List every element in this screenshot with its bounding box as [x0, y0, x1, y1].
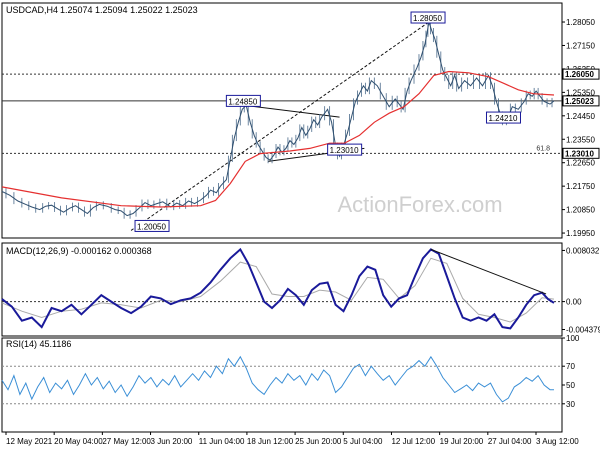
price-annotation-box	[134, 219, 170, 232]
price-y-tick-label: 1.28050	[566, 18, 595, 27]
macd-plot-frame	[1, 242, 563, 337]
rsi-y-tick-label: 50	[566, 381, 575, 390]
price-y-tick-label: 1.20850	[566, 206, 595, 215]
price-axis-tag	[562, 95, 600, 107]
time-axis-tick-label: 3 Jun 20:00	[151, 437, 193, 446]
rsi-panel-title: RSI(14) 45.1186	[6, 339, 71, 349]
time-axis-tick-label: 27 May 12:00	[102, 437, 151, 446]
macd-panel-title: MACD(12,26,9) -0.000162 0.000368	[6, 246, 152, 256]
price-annotation: 1.20050	[137, 222, 166, 231]
price-panel-title: USDCAD,H4	[6, 5, 58, 15]
macd-y-tick-label: 0.00	[566, 298, 582, 307]
macd-y-tick-label: -0.004379	[566, 325, 600, 334]
time-axis-tick-label: 18 Jun 12:00	[247, 437, 294, 446]
trendline	[245, 104, 340, 118]
rsi-y-tick-label: 100	[566, 334, 580, 343]
price-plot-frame	[1, 2, 563, 239]
ohlc-readout: 1.25074 1.25094 1.25022 1.25023	[60, 5, 198, 15]
rsi-line	[1, 355, 554, 403]
time-axis-tick-label: 20 May 04:00	[54, 437, 103, 446]
price-y-tick-label: 1.19950	[566, 229, 595, 238]
price-axis-tag-label: 1.25023	[565, 97, 594, 106]
price-annotation-box	[485, 111, 521, 124]
time-axis-tick-label: 25 Jun 20:00	[295, 437, 342, 446]
price-y-tick-label: 1.21750	[566, 182, 595, 191]
time-axis-tick-label: 27 Jul 04:00	[488, 437, 532, 446]
trendline	[130, 21, 430, 231]
time-axis-tick-label: 11 Jun 04:00	[199, 437, 245, 446]
rsi-y-tick-label: 70	[566, 362, 575, 371]
price-annotation: 1.28050	[413, 14, 442, 23]
moving-average-line	[1, 70, 555, 208]
macd-line	[1, 247, 555, 330]
price-panel: ActionForex.com1.280501.271501.262501.25…	[1, 2, 600, 239]
price-y-tick-label: 1.25350	[566, 88, 595, 97]
macd-trendline	[430, 248, 547, 295]
time-axis-tick-label: 3 Aug 12:00	[536, 437, 579, 446]
price-y-tick-label: 1.22650	[566, 159, 595, 168]
price-axis-tag	[562, 68, 600, 80]
macd-panel: 0.008032 0.00 -0.004379	[1, 242, 600, 337]
price-annotation: 1.23010	[330, 146, 359, 155]
price-y-tick-label: 1.24450	[566, 112, 595, 121]
watermark: ActionForex.com	[337, 192, 502, 217]
macd-signal-line	[1, 257, 555, 323]
time-axis-tick-label: 5 Jul 04:00	[343, 437, 383, 446]
price-annotation-box	[410, 11, 446, 24]
time-axis-tick-label: 12 May 2021	[6, 437, 53, 446]
rsi-plot-frame	[1, 337, 563, 433]
macd-y-tick-label: 0.008032	[566, 246, 600, 255]
price-annotation: 1.24850	[228, 97, 257, 106]
time-axis: 12 May 2021 20 May 04:00 27 May 12:00 3 Jun…	[5, 432, 579, 446]
time-axis-tick-label: 19 Jul 20:00	[440, 437, 484, 446]
price-annotation-box	[225, 94, 261, 107]
price-axis-tag-label: 1.26050	[565, 70, 594, 79]
price-close-line	[1, 21, 555, 217]
fib-level-label: 61.8	[536, 145, 550, 152]
price-annotation: 1.24210	[488, 114, 517, 123]
rsi-panel: 100 70 50 30	[1, 334, 580, 433]
rsi-y-tick-label: 30	[566, 400, 575, 409]
price-annotation-box	[327, 143, 363, 156]
time-axis-tick-label: 12 Jul 12:00	[391, 437, 435, 446]
price-axis-tag	[562, 147, 600, 159]
price-axis-tag-label: 1.23010	[565, 149, 594, 158]
price-y-tick-label: 1.27150	[566, 41, 595, 50]
price-y-tick-label: 1.23550	[566, 135, 595, 144]
